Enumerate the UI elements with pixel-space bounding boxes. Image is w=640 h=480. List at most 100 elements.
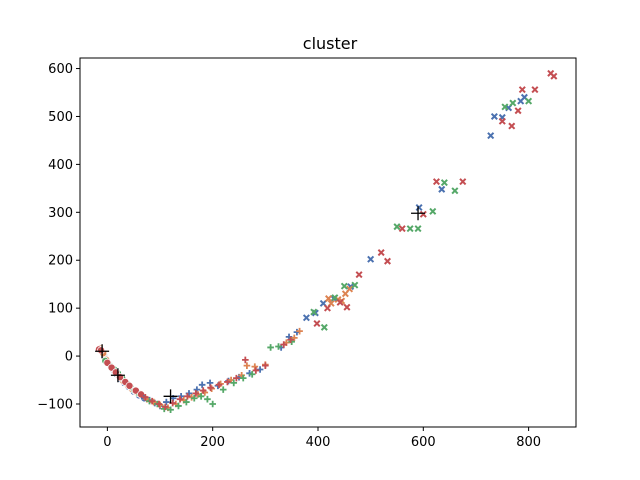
scatter-point	[514, 107, 522, 115]
x-tick-label: 800	[516, 435, 541, 450]
x-tick-label: 600	[411, 435, 436, 450]
centroid-marker	[95, 344, 110, 359]
scatter-point	[192, 390, 200, 397]
x-tick-label: 400	[306, 435, 331, 450]
scatter-point	[219, 386, 227, 393]
scatter-point	[209, 400, 216, 408]
scatter-point	[459, 178, 467, 186]
scatter-point	[351, 281, 359, 289]
chart-title: cluster	[303, 34, 358, 53]
scatter-point	[184, 393, 191, 400]
scatter-point	[176, 395, 184, 403]
scatter-point	[355, 271, 363, 279]
scatter-point	[432, 178, 440, 186]
scatter-point	[331, 294, 339, 302]
scatter-point	[167, 406, 174, 414]
scatter-point	[550, 72, 558, 80]
scatter-point	[323, 304, 331, 312]
scatter-point	[193, 386, 201, 393]
x-tick-label: 200	[200, 435, 225, 450]
scatter-point	[343, 303, 351, 311]
scatter-point	[406, 225, 414, 233]
scatter-point	[336, 298, 344, 306]
centroid-marker	[411, 206, 426, 221]
scatter-point	[310, 308, 318, 316]
scatter-point	[419, 210, 427, 218]
scatter-point	[155, 400, 163, 408]
scatter-point	[280, 341, 288, 348]
scatter-point	[498, 117, 506, 125]
scatter-point	[267, 344, 274, 351]
scatter-point	[242, 356, 249, 364]
scatter-point	[383, 257, 392, 265]
centroid-marker	[110, 368, 125, 383]
scatter-point	[197, 393, 205, 400]
scatter-point	[204, 395, 211, 403]
scatter-point	[275, 343, 282, 350]
scatter-point	[313, 319, 321, 327]
scatter-point	[175, 402, 182, 410]
scatter-point	[239, 374, 247, 382]
x-tick-label: 0	[103, 435, 111, 450]
scatter-point	[525, 97, 533, 105]
plot-area	[95, 69, 558, 414]
y-tick-label: 400	[48, 158, 73, 173]
scatter-point	[163, 398, 170, 406]
scatter-point	[509, 99, 517, 107]
scatter-point	[414, 225, 422, 233]
scatter-point	[490, 112, 498, 120]
scatter-point	[367, 255, 375, 263]
scatter-point	[97, 346, 106, 355]
scatter-point	[487, 132, 495, 140]
scatter-point	[207, 384, 214, 392]
scatter-point	[320, 323, 328, 331]
centroid-marker	[163, 389, 178, 404]
scatter-point	[346, 285, 354, 293]
y-tick-label: 500	[48, 110, 73, 125]
scatter-point	[148, 397, 156, 405]
scatter-point	[415, 204, 423, 212]
scatter-point	[215, 381, 223, 389]
y-tick-label: 300	[48, 206, 73, 221]
scatter-point	[233, 374, 240, 382]
scatter-point	[501, 103, 509, 111]
scatter-point	[243, 362, 251, 369]
y-axis: −100 0 100 200 300 400 500 600	[37, 62, 80, 412]
scatter-point	[262, 362, 269, 369]
scatter-point	[440, 179, 448, 187]
scatter-point	[208, 385, 215, 392]
scatter-point	[125, 381, 134, 390]
scatter-point	[141, 393, 149, 401]
x-axis: 0 200 400 600 800	[103, 427, 541, 450]
scatter-point	[183, 398, 190, 406]
plot-frame	[79, 57, 577, 428]
scatter-point	[451, 187, 459, 195]
scatter-point	[291, 334, 298, 342]
scatter-point	[198, 381, 206, 389]
scatter-point	[287, 336, 294, 344]
scatter-point	[508, 122, 516, 130]
scatter-point	[377, 249, 385, 257]
scatter-point	[531, 86, 539, 94]
scatter-point	[438, 185, 446, 193]
scatter-point	[429, 207, 437, 215]
scatter-point	[393, 223, 401, 231]
scatter-point	[190, 394, 198, 402]
scatter-point	[251, 363, 259, 370]
scatter-point	[230, 379, 238, 387]
scatter-point	[340, 282, 348, 290]
scatter-point	[252, 367, 260, 374]
scatter-point	[256, 366, 264, 373]
y-tick-label: 200	[48, 254, 73, 269]
scatter-point	[296, 327, 303, 335]
y-tick-label: −100	[37, 397, 73, 412]
y-tick-label: 600	[48, 62, 73, 77]
scatter-point	[325, 295, 333, 303]
scatter-point	[302, 314, 310, 322]
scatter-point	[398, 225, 406, 233]
scatter-point	[199, 387, 207, 394]
scatter-point	[161, 403, 169, 411]
scatter-point	[224, 378, 231, 386]
scatter-point	[518, 86, 526, 94]
